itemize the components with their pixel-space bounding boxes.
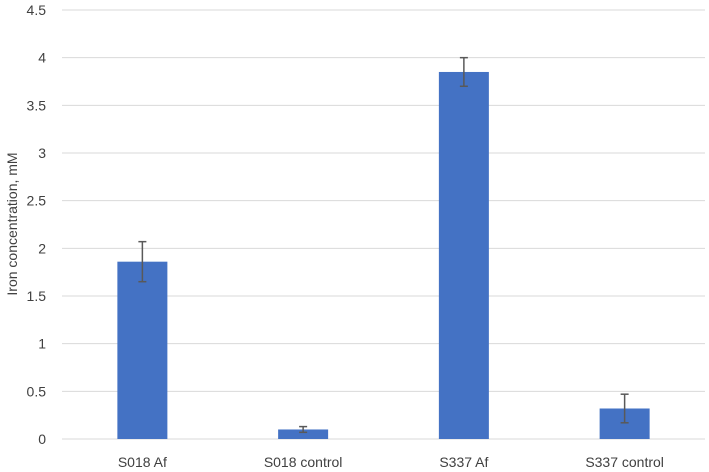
grid-lines [62, 9, 705, 440]
bars [117, 71, 650, 439]
x-axis-category-labels: S018 Af S018 control S337 Af S337 control [118, 454, 664, 470]
y-tick-label: 1 [38, 336, 46, 352]
error-bars [138, 56, 629, 434]
y-tick-label: 1.5 [27, 288, 47, 304]
bar [278, 429, 329, 439]
error-bar [620, 393, 629, 424]
x-tick-label: S337 Af [439, 454, 488, 470]
bar [117, 261, 168, 439]
error-bar [138, 240, 147, 283]
y-tick-label: 2.5 [27, 193, 47, 209]
y-tick-label: 0.5 [27, 383, 47, 399]
x-tick-label: S018 Af [118, 454, 167, 470]
y-tick-label: 3 [38, 145, 46, 161]
y-tick-label: 0 [38, 431, 46, 447]
y-tick-label: 3.5 [27, 97, 47, 113]
error-bar [459, 56, 468, 88]
y-axis-title: Iron concentration, mM [4, 152, 20, 295]
y-axis-tick-labels: 0 0.5 1 1.5 2 2.5 3 3.5 4 4.5 [27, 2, 47, 447]
y-tick-label: 4.5 [27, 2, 47, 18]
y-tick-label: 2 [38, 240, 46, 256]
error-bar [299, 425, 308, 434]
x-tick-label: S018 control [264, 454, 343, 470]
y-tick-label: 4 [38, 50, 46, 66]
x-tick-label: S337 control [585, 454, 664, 470]
bar [438, 71, 489, 439]
